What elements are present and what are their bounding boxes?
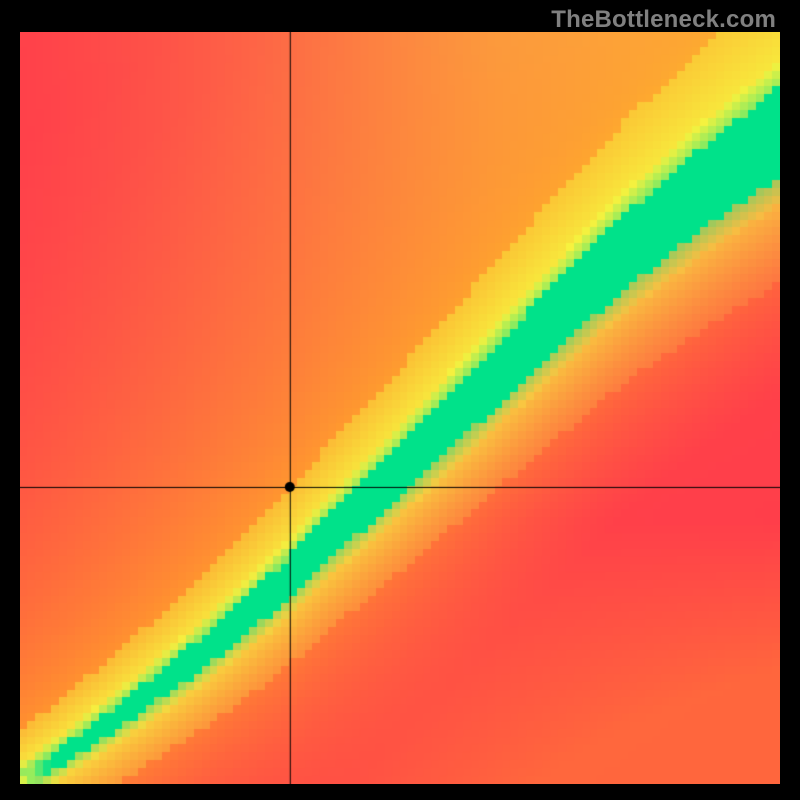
heatmap-canvas xyxy=(20,32,780,784)
watermark-text: TheBottleneck.com xyxy=(551,6,776,34)
bottleneck-heatmap xyxy=(20,32,780,784)
